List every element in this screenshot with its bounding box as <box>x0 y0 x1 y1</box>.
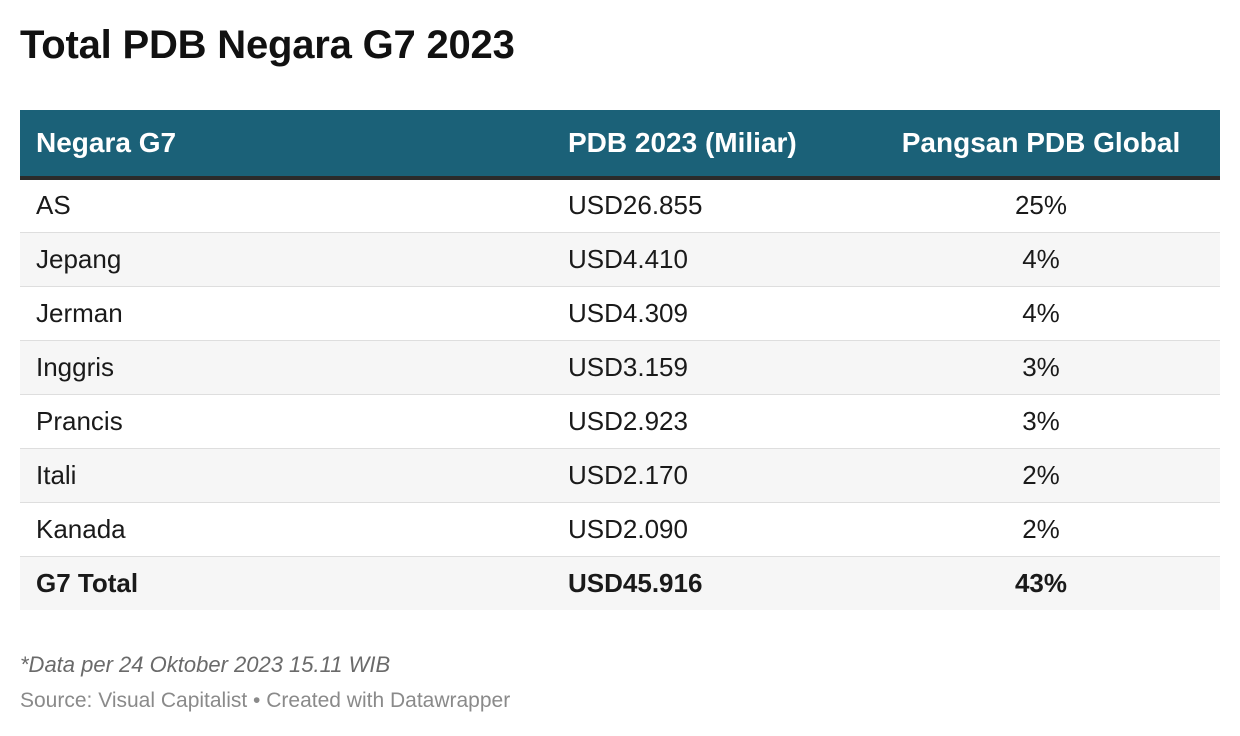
cell-global-share: 3% <box>862 394 1220 449</box>
table-row: Jepang USD4.410 4% <box>20 232 1220 287</box>
table-total-row: G7 Total USD45.916 43% <box>20 556 1220 610</box>
cell-global-share: 25% <box>862 178 1220 233</box>
cell-gdp: USD2.090 <box>552 502 862 557</box>
cell-country: Jepang <box>20 232 552 287</box>
cell-global-share: 4% <box>862 232 1220 287</box>
column-header-global-share[interactable]: Pangsan PDB Global <box>862 110 1220 180</box>
cell-total-label: G7 Total <box>36 567 139 598</box>
cell-country: Prancis <box>20 394 552 449</box>
table-header-row: Negara G7 PDB 2023 (Miliar) Pangsan PDB … <box>20 110 1220 180</box>
cell-country: Jerman <box>20 286 552 341</box>
cell-gdp: USD26.855 <box>552 178 862 233</box>
cell-gdp: USD3.159 <box>552 340 862 395</box>
column-header-country[interactable]: Negara G7 <box>20 110 552 180</box>
cell-global-share: 2% <box>862 502 1220 557</box>
cell-global-share: 4% <box>862 286 1220 341</box>
cell-country: Kanada <box>20 502 552 557</box>
table-row: Jerman USD4.309 4% <box>20 286 1220 341</box>
cell-global-share: 2% <box>862 448 1220 503</box>
cell-total-share: 43% <box>1014 567 1068 598</box>
cell-gdp: USD2.923 <box>552 394 862 449</box>
table-row: AS USD26.855 25% <box>20 178 1220 233</box>
cell-country: Inggris <box>20 340 552 395</box>
table-row: Itali USD2.170 2% <box>20 448 1220 503</box>
cell-country: Itali <box>20 448 552 503</box>
cell-gdp: USD2.170 <box>552 448 862 503</box>
gdp-table: Negara G7 PDB 2023 (Miliar) Pangsan PDB … <box>20 110 1220 610</box>
column-header-gdp[interactable]: PDB 2023 (Miliar) <box>552 110 862 180</box>
cell-gdp: USD4.410 <box>552 232 862 287</box>
table-row: Kanada USD2.090 2% <box>20 502 1220 557</box>
chart-title: Total PDB Negara G7 2023 <box>20 23 515 67</box>
cell-total-gdp: USD45.916 <box>568 567 703 598</box>
table-row: Inggris USD3.159 3% <box>20 340 1220 395</box>
data-note: *Data per 24 Oktober 2023 15.11 WIB <box>20 652 391 677</box>
source-line: Source: Visual Capitalist • Created with… <box>20 689 511 712</box>
table-row: Prancis USD2.923 3% <box>20 394 1220 449</box>
cell-gdp: USD4.309 <box>552 286 862 341</box>
cell-country: AS <box>20 178 552 233</box>
cell-global-share: 3% <box>862 340 1220 395</box>
